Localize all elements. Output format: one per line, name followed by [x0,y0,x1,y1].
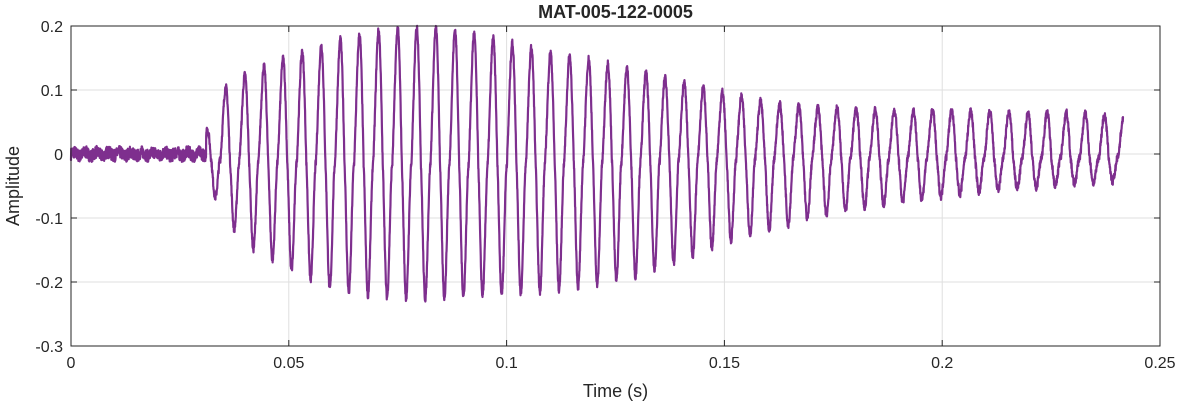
x-tick-label: 0.25 [1144,355,1175,372]
x-tick-label: 0 [67,355,76,372]
x-axis-label: Time (s) [583,381,648,401]
x-tick-label: 0.05 [273,355,304,372]
y-axis-ticks: -0.3 -0.2 -0.1 0 0.1 0.2 [35,19,1160,356]
y-tick-label: 0.2 [41,19,63,36]
y-axis-label: Amplitude [3,146,23,226]
x-tick-label: 0.2 [931,355,953,372]
y-tick-label: -0.2 [35,275,63,292]
chart-title: MAT-005-122-0005 [538,2,693,22]
waveform-series-line [69,24,1125,303]
x-tick-label: 0.15 [709,355,740,372]
y-tick-label: 0 [54,147,63,164]
y-tick-label: -0.3 [35,339,63,356]
x-axis-ticks: 0 0.05 0.1 0.15 0.2 0.25 [67,26,1176,372]
x-tick-label: 0.1 [495,355,517,372]
y-tick-label: -0.1 [35,211,63,228]
plot-frame [70,25,1161,347]
y-tick-label: 0.1 [41,83,63,100]
